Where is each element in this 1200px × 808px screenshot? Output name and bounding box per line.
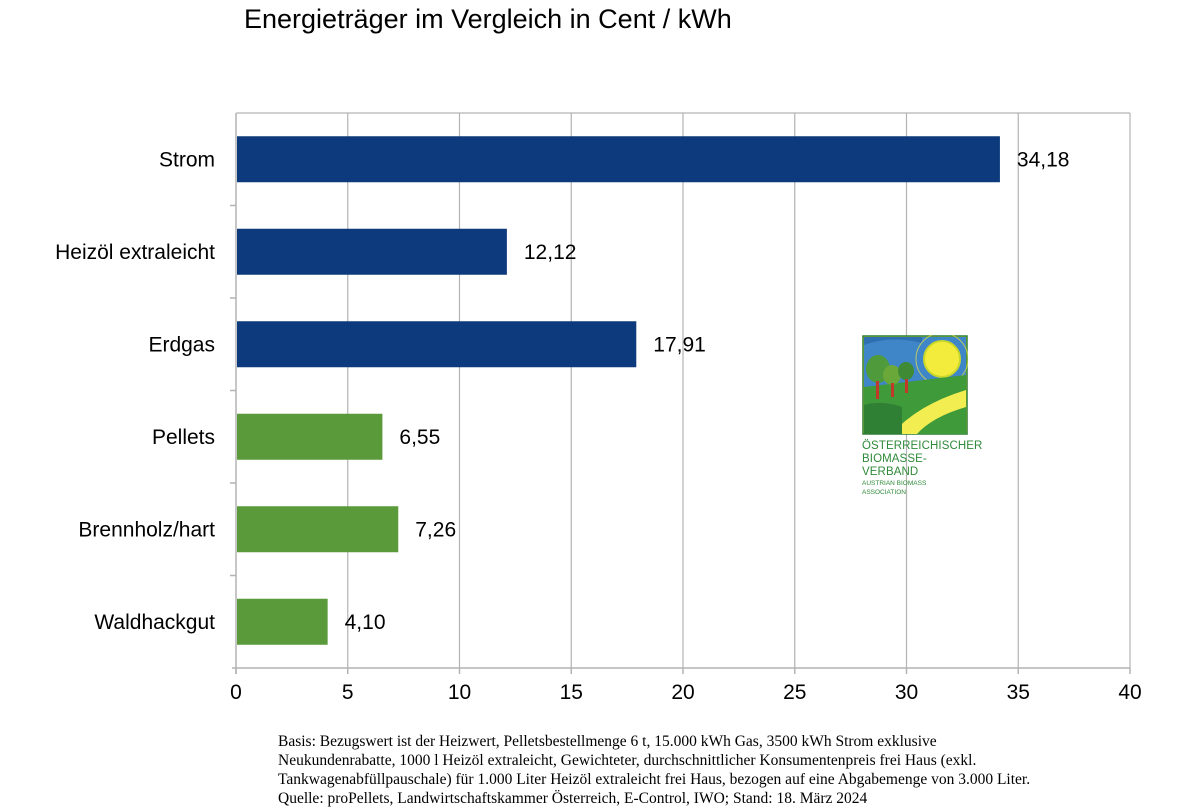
labels: 0 5 10 15 20 25 30 35 40 Strom 34,18 Heizöl extrale… <box>55 148 1142 704</box>
x-tick-label: 35 <box>1007 681 1030 704</box>
bar <box>237 136 1000 183</box>
x-tick-label: 25 <box>783 681 806 704</box>
bar <box>237 413 383 460</box>
logo-line-2: Biomasse-Verband <box>862 453 927 478</box>
footnote-line: Basis: Bezugswert ist der Heizwert, Pell… <box>278 733 937 750</box>
logo-line-1: Österreichischer <box>862 440 983 452</box>
chart-title: Energieträger im Vergleich in Cent / kWh <box>244 4 732 34</box>
value-label: 6,55 <box>399 426 440 449</box>
x-tick-label: 15 <box>560 681 583 704</box>
footnote-line: Quelle: proPellets, Landwirtschaftskamme… <box>278 790 868 807</box>
x-tick-label: 10 <box>448 681 471 704</box>
gridlines <box>236 112 1131 668</box>
logo-line-3: Austrian Biomass Association <box>862 480 927 496</box>
bar <box>237 321 637 368</box>
x-tick-label: 5 <box>342 681 354 704</box>
logo-landscape-icon <box>862 332 969 435</box>
x-tick-label: 20 <box>671 681 694 704</box>
axes <box>230 113 1131 674</box>
bar <box>237 228 507 275</box>
biomasse-verband-logo: Österreichischer Biomasse-Verband Austri… <box>862 332 983 497</box>
value-label: 12,12 <box>524 241 577 264</box>
value-label: 34,18 <box>1017 148 1070 171</box>
value-label: 17,91 <box>653 333 706 356</box>
value-label: 7,26 <box>415 518 456 541</box>
footnote-line: Tankwagenabfüllpauschale) für 1.000 Lite… <box>278 771 1031 788</box>
bar <box>237 598 328 645</box>
category-label: Erdgas <box>148 333 215 356</box>
bars <box>237 136 1000 645</box>
category-label: Heizöl extraleicht <box>55 241 215 264</box>
value-label: 4,10 <box>345 611 386 634</box>
x-tick-label: 40 <box>1118 681 1141 704</box>
category-label: Pellets <box>152 426 215 449</box>
x-tick-label: 30 <box>895 681 918 704</box>
category-label: Waldhackgut <box>94 611 215 634</box>
footnote: Basis: Bezugswert ist der Heizwert, Pell… <box>278 732 1178 808</box>
category-label: Brennholz/hart <box>78 518 215 541</box>
footnote-line: Neukundenrabatte, 1000 l Heizöl extralei… <box>278 752 977 769</box>
category-label: Strom <box>159 148 215 171</box>
x-tick-label: 0 <box>230 681 242 704</box>
bar <box>237 506 399 553</box>
